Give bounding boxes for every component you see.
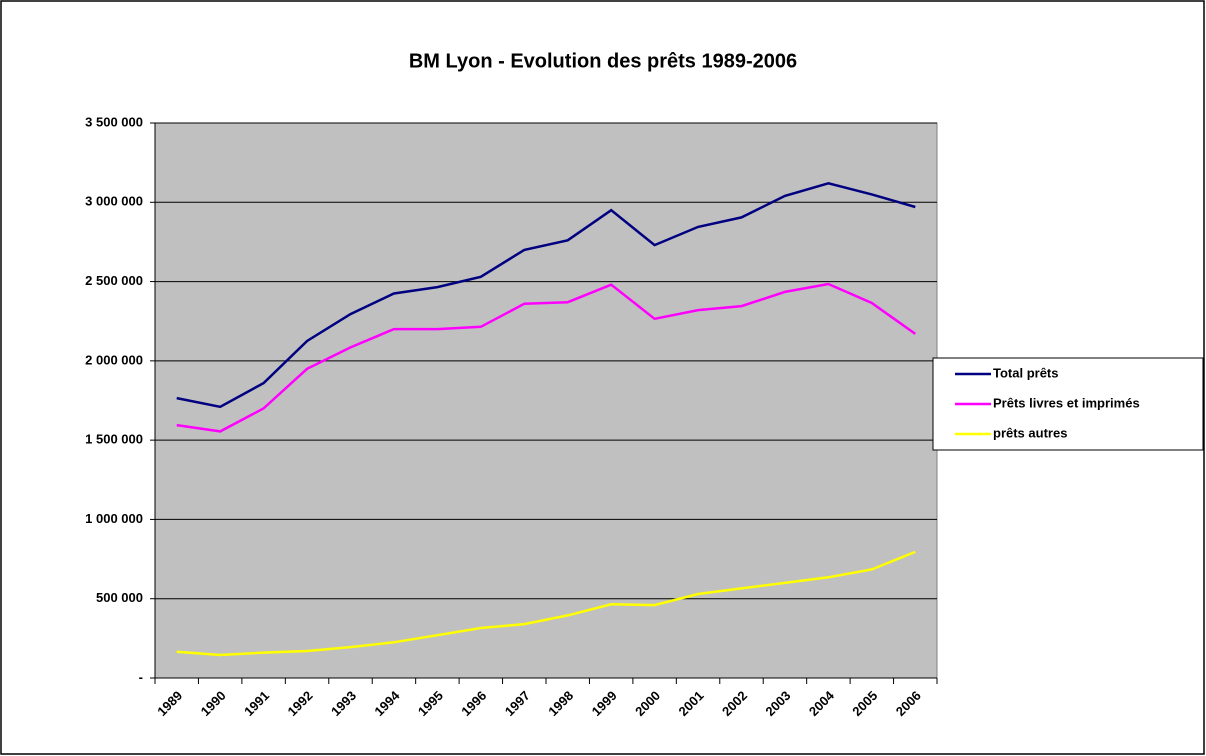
y-tick-label: 2 500 000 <box>85 273 143 288</box>
y-tick-label: 3 000 000 <box>85 194 143 209</box>
legend-label: prêts autres <box>993 425 1067 440</box>
y-tick-label: 500 000 <box>96 590 143 605</box>
y-tick-label: - <box>139 669 143 684</box>
legend-label: Total prêts <box>993 365 1059 380</box>
chart-title: BM Lyon - Evolution des prêts 1989-2006 <box>409 50 797 72</box>
series-line <box>176 550 916 657</box>
y-tick-label: 1 500 000 <box>85 432 143 447</box>
series-line <box>176 282 917 433</box>
y-tick-label: 1 000 000 <box>85 511 143 526</box>
plot-area <box>154 122 938 679</box>
y-tick-label: 2 000 000 <box>85 352 143 367</box>
series-line <box>176 182 916 409</box>
legend-label: Prêts livres et imprimés <box>993 395 1140 410</box>
y-tick-label: 3 500 000 <box>85 114 143 129</box>
